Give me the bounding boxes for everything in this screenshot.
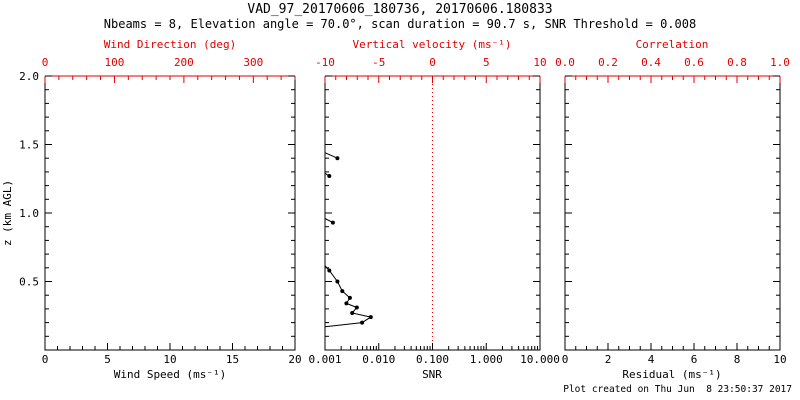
snr-profile-point	[340, 289, 345, 294]
x-tick-label: 10	[773, 353, 786, 366]
plot-subtitle: Nbeams = 8, Elevation angle = 70.0°, sca…	[104, 17, 696, 31]
x2-tick-label: 1.0	[770, 56, 790, 69]
snr-axis-label: SNR	[422, 368, 442, 381]
snr-profile-point	[335, 156, 340, 161]
x2-tick-label: 0.0	[555, 56, 575, 69]
x-tick-label: 4	[648, 353, 655, 366]
x2-tick-label: -10	[315, 56, 335, 69]
x2-tick-label: 0.6	[684, 56, 704, 69]
snr-profile-line	[324, 265, 373, 328]
snr-profile-point	[368, 315, 373, 320]
snr-profile-point	[344, 301, 349, 306]
residual-axis-label: Residual (ms⁻¹)	[622, 368, 721, 381]
wind-direction-axis-label: Wind Direction (deg)	[104, 38, 236, 51]
x2-tick-label: 200	[174, 56, 194, 69]
y-tick-label: 0.5	[19, 276, 39, 289]
x2-tick-label: 0	[429, 56, 436, 69]
x2-tick-label: 0.2	[598, 56, 618, 69]
snr-profile-point	[335, 279, 340, 284]
height-axis-label: z (km AGL)	[1, 180, 14, 246]
x-tick-label: 0.010	[362, 353, 395, 366]
x-tick-label: 2	[605, 353, 612, 366]
x2-tick-label: 5	[483, 56, 490, 69]
snr-profile-point	[330, 220, 335, 225]
y-tick-label: 2.0	[19, 70, 39, 83]
correlation-axis-label: Correlation	[636, 38, 709, 51]
plot-title: VAD_97_20170606_180736, 20170606.180833	[247, 2, 552, 17]
snr-profile-point	[347, 295, 352, 300]
snr-profile-point	[327, 174, 332, 178]
x2-tick-label: 10	[533, 56, 546, 69]
x-tick-label: 10	[163, 353, 176, 366]
x-tick-label: 20	[288, 353, 301, 366]
x-tick-label: 0	[42, 353, 49, 366]
snr-profile-point	[327, 268, 332, 273]
x2-tick-label: -5	[372, 56, 385, 69]
x-tick-label: 15	[226, 353, 239, 366]
vertical-velocity-axis-label: Vertical velocity (ms⁻¹)	[353, 38, 512, 51]
x-tick-label: 8	[734, 353, 741, 366]
x-tick-label: 10.000	[520, 353, 560, 366]
x-tick-label: 0	[562, 353, 569, 366]
snr-profile-point	[360, 320, 365, 325]
snr-profile-point	[354, 305, 359, 310]
panel-snr: 0.001 0.010 0.100 1.000 10.000 -10 -5 0 5 10	[308, 56, 559, 366]
x-tick-label: 0.100	[416, 353, 449, 366]
wind-speed-axis-label: Wind Speed (ms⁻¹)	[114, 368, 227, 381]
y-tick-label: 1.5	[19, 139, 39, 152]
x-tick-label: 6	[691, 353, 698, 366]
x-tick-label: 0.001	[308, 353, 341, 366]
x2-tick-label: 300	[243, 56, 263, 69]
creation-timestamp: Plot created on Thu Jun 8 23:50:37 2017	[563, 384, 792, 395]
y-tick-label: 1.0	[19, 207, 39, 220]
snr-profile-line	[324, 152, 338, 159]
x2-tick-label: 0	[42, 56, 49, 69]
x-tick-label: 1.000	[470, 353, 503, 366]
panel-residual: 0 2 4 6 8 10 0.0 0.2 0.4 0.6 0.8 1.0	[555, 56, 790, 366]
snr-profile-point	[350, 311, 355, 315]
x-tick-label: 5	[104, 353, 111, 366]
x2-tick-label: 0.4	[641, 56, 661, 69]
x2-tick-label: 0.8	[727, 56, 747, 69]
x2-tick-label: 100	[105, 56, 125, 69]
